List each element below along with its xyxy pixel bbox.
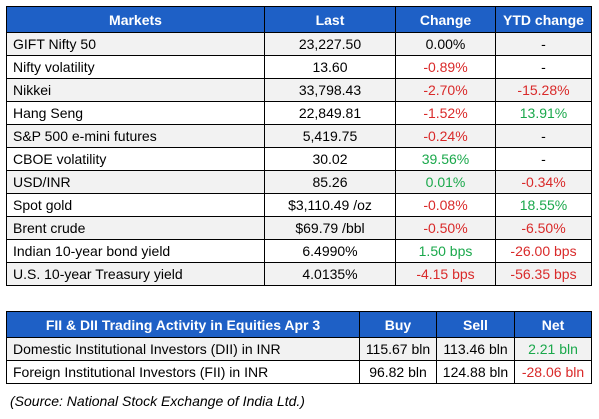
investor-buy: 96.82 bln xyxy=(359,360,437,384)
market-last: 13.60 xyxy=(264,55,396,79)
market-ytd: 13.91% xyxy=(495,101,592,125)
market-ytd: - xyxy=(495,55,592,79)
market-last: 6.4990% xyxy=(264,239,396,263)
market-last: $3,110.49 /oz xyxy=(264,193,396,217)
market-change: 39.56% xyxy=(395,147,496,171)
market-last: 33,798.43 xyxy=(264,78,396,102)
market-last: 5,419.75 xyxy=(264,124,396,148)
table-row: Nikkei 33,798.43 -2.70% -15.28% xyxy=(6,78,592,102)
market-name: U.S. 10-year Treasury yield xyxy=(6,262,265,286)
market-change: 1.50 bps xyxy=(395,239,496,263)
market-ytd: -0.34% xyxy=(495,170,592,194)
market-ytd: 18.55% xyxy=(495,193,592,217)
market-last: 30.02 xyxy=(264,147,396,171)
header-buy: Buy xyxy=(359,311,437,338)
table-row: Spot gold $3,110.49 /oz -0.08% 18.55% xyxy=(6,193,592,217)
investor-buy: 115.67 bln xyxy=(359,337,437,361)
market-name: Indian 10-year bond yield xyxy=(6,239,265,263)
table-row: Hang Seng 22,849.81 -1.52% 13.91% xyxy=(6,101,592,125)
header-activity: FII & DII Trading Activity in Equities A… xyxy=(6,311,360,338)
table-row: S&P 500 e-mini futures 5,419.75 -0.24% - xyxy=(6,124,592,148)
market-last: 23,227.50 xyxy=(264,32,396,56)
market-name: Nifty volatility xyxy=(6,55,265,79)
header-change: Change xyxy=(395,6,496,33)
table-row: Brent crude $69.79 /bbl -0.50% -6.50% xyxy=(6,216,592,240)
table-row: Foreign Institutional Investors (FII) in… xyxy=(6,360,592,384)
market-ytd: -26.00 bps xyxy=(495,239,592,263)
table-row: Domestic Institutional Investors (DII) i… xyxy=(6,337,592,361)
market-last: 22,849.81 xyxy=(264,101,396,125)
header-markets: Markets xyxy=(6,6,265,33)
fii-dii-table: FII & DII Trading Activity in Equities A… xyxy=(6,311,592,384)
markets-table: Markets Last Change YTD change GIFT Nift… xyxy=(6,6,592,286)
header-last: Last xyxy=(264,6,396,33)
header-net: Net xyxy=(514,311,592,338)
market-change: -0.50% xyxy=(395,216,496,240)
market-ytd: -15.28% xyxy=(495,78,592,102)
market-name: Nikkei xyxy=(6,78,265,102)
market-last: 85.26 xyxy=(264,170,396,194)
market-change: 0.01% xyxy=(395,170,496,194)
market-change: 0.00% xyxy=(395,32,496,56)
table-row: U.S. 10-year Treasury yield 4.0135% -4.1… xyxy=(6,262,592,286)
table-row: GIFT Nifty 50 23,227.50 0.00% - xyxy=(6,32,592,56)
market-change: -0.89% xyxy=(395,55,496,79)
market-change: -0.08% xyxy=(395,193,496,217)
investor-net: 2.21 bln xyxy=(514,337,592,361)
market-name: USD/INR xyxy=(6,170,265,194)
investor-name: Domestic Institutional Investors (DII) i… xyxy=(6,337,360,361)
market-change: -0.24% xyxy=(395,124,496,148)
market-name: Brent crude xyxy=(6,216,265,240)
header-ytd-change: YTD change xyxy=(495,6,592,33)
table-row: CBOE volatility 30.02 39.56% - xyxy=(6,147,592,171)
investor-net: -28.06 bln xyxy=(514,360,592,384)
market-ytd: -56.35 bps xyxy=(495,262,592,286)
investor-sell: 113.46 bln xyxy=(436,337,515,361)
market-name: GIFT Nifty 50 xyxy=(6,32,265,56)
market-change: -4.15 bps xyxy=(395,262,496,286)
market-ytd: - xyxy=(495,32,592,56)
market-name: CBOE volatility xyxy=(6,147,265,171)
table-row: USD/INR 85.26 0.01% -0.34% xyxy=(6,170,592,194)
market-ytd: - xyxy=(495,124,592,148)
market-name: S&P 500 e-mini futures xyxy=(6,124,265,148)
markets-header-row: Markets Last Change YTD change xyxy=(6,6,592,33)
market-ytd: - xyxy=(495,147,592,171)
fii-header-row: FII & DII Trading Activity in Equities A… xyxy=(6,311,592,338)
table-row: Indian 10-year bond yield 6.4990% 1.50 b… xyxy=(6,239,592,263)
market-change: -2.70% xyxy=(395,78,496,102)
source-note: (Source: National Stock Exchange of Indi… xyxy=(10,393,305,409)
header-sell: Sell xyxy=(436,311,515,338)
market-last: 4.0135% xyxy=(264,262,396,286)
market-ytd: -6.50% xyxy=(495,216,592,240)
investor-sell: 124.88 bln xyxy=(436,360,515,384)
market-last: $69.79 /bbl xyxy=(264,216,396,240)
table-row: Nifty volatility 13.60 -0.89% - xyxy=(6,55,592,79)
investor-name: Foreign Institutional Investors (FII) in… xyxy=(6,360,360,384)
market-name: Spot gold xyxy=(6,193,265,217)
market-change: -1.52% xyxy=(395,101,496,125)
market-name: Hang Seng xyxy=(6,101,265,125)
